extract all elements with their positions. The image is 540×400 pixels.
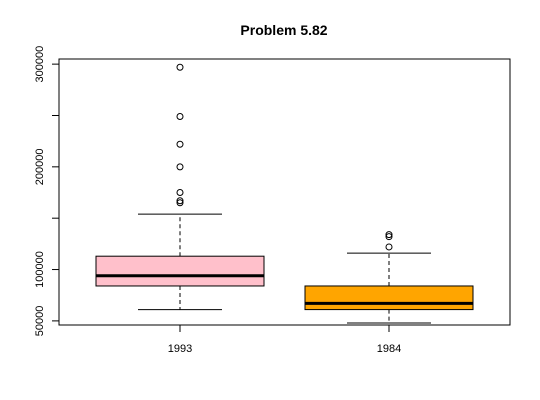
- outlier-point: [176, 197, 184, 205]
- box-1993: [95, 63, 265, 311]
- box-1984: [304, 231, 474, 324]
- outlier-point: [176, 189, 184, 197]
- iqr-box: [95, 255, 265, 287]
- x-axis: 1993 1984: [168, 325, 401, 355]
- y-tick-label: 300000: [34, 46, 46, 83]
- iqr-box: [304, 285, 474, 311]
- x-tick-label: 1984: [377, 343, 401, 355]
- y-tick-label: 200000: [34, 148, 46, 185]
- outlier-point: [176, 163, 184, 171]
- outlier-point: [385, 243, 393, 251]
- outlier-point: [385, 233, 393, 241]
- y-tick-label: 50000: [34, 306, 46, 337]
- outlier-point: [176, 63, 184, 71]
- boxes: [95, 63, 474, 324]
- chart-title: Problem 5.82: [240, 22, 327, 38]
- y-axis: 50000 100000 200000 300000: [34, 46, 60, 337]
- outlier-point: [385, 231, 393, 239]
- outlier-point: [176, 113, 184, 121]
- outlier-point: [176, 140, 184, 148]
- outlier-point: [176, 199, 184, 207]
- x-tick-label: 1993: [168, 343, 192, 355]
- y-tick-label: 100000: [34, 251, 46, 288]
